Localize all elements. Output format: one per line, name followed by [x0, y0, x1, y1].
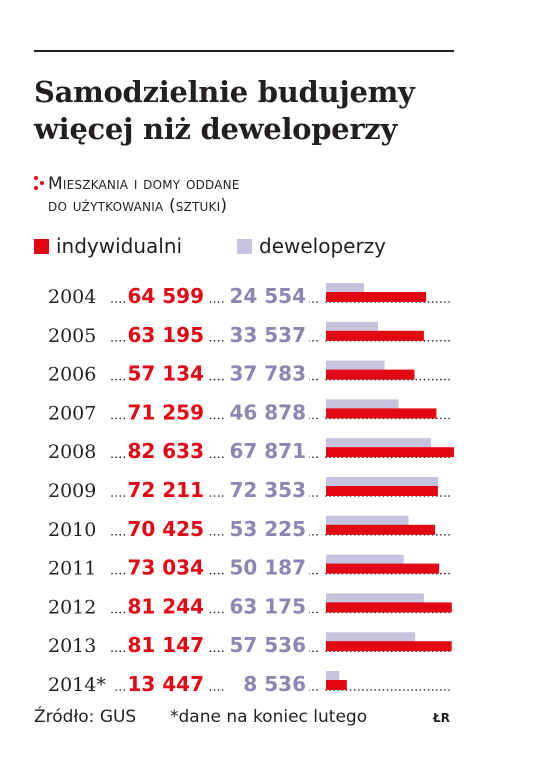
value-indywidualni-2007: 71 259 [127, 400, 204, 424]
value-indywidualni-2008: 82 633 [127, 439, 204, 463]
value-indywidualni-2010: 70 425 [127, 517, 204, 541]
red-value-bg-2009 [127, 476, 207, 502]
value-deweloperzy-2008: 67 871 [229, 439, 306, 463]
year-label-2009: 2009 [48, 480, 96, 502]
year-bg-2004 [44, 282, 106, 308]
bar-indywidualni-2012 [326, 602, 452, 613]
year-bg-2011 [44, 553, 106, 580]
dev-value-bg-2006 [225, 359, 309, 386]
top-rule [34, 50, 454, 52]
dots-icon [34, 176, 46, 192]
red-value-bg-2014 [127, 670, 207, 696]
dev-value-bg-2013 [225, 631, 309, 658]
value-deweloperzy-2012: 63 175 [229, 594, 306, 618]
year-label-2010: 2010 [48, 519, 96, 541]
bar-indywidualni-2006 [326, 369, 415, 380]
dev-value-bg-2011 [225, 553, 309, 580]
value-deweloperzy-2013: 57 536 [229, 633, 306, 657]
value-deweloperzy-2009: 72 353 [229, 478, 306, 502]
year-bg-2010 [44, 514, 106, 541]
chart-subtitle-line-1: Mieszkania i domy oddane [48, 174, 240, 194]
value-deweloperzy-2014: 8 536 [243, 672, 306, 696]
year-bg-2007 [44, 398, 106, 425]
red-value-bg-2004 [127, 282, 207, 308]
legend-swatch-indywidualni [34, 239, 49, 254]
dev-value-bg-2004 [225, 282, 309, 308]
value-deweloperzy-2011: 50 187 [229, 556, 306, 580]
red-value-bg-2013 [127, 631, 207, 658]
year-bg-2013 [44, 631, 106, 658]
year-label-2012: 2012 [48, 596, 96, 618]
year-label-2011: 2011 [48, 558, 96, 580]
chart-subtitle: Mieszkania i domy oddane do użytkowania … [48, 173, 378, 217]
chart-title-line-2: więcej niż deweloperzy [34, 112, 398, 146]
red-value-bg-2007 [127, 398, 207, 425]
value-indywidualni-2013: 81 147 [127, 633, 204, 657]
value-deweloperzy-2006: 37 783 [229, 362, 306, 386]
dev-value-bg-2005 [225, 320, 309, 347]
year-label-2007: 2007 [48, 402, 96, 424]
chart-subtitle-line-2: do użytkowania (sztuki) [48, 196, 228, 216]
value-indywidualni-2004: 64 599 [127, 284, 204, 308]
value-indywidualni-2011: 73 034 [127, 556, 204, 580]
year-bg-2009 [44, 476, 106, 502]
value-deweloperzy-2010: 53 225 [229, 517, 306, 541]
year-bg-2005 [44, 320, 106, 347]
year-label-2008: 2008 [48, 441, 96, 463]
year-bg-2006 [44, 359, 106, 386]
legend-label-indywidualni: indywidualni [56, 234, 183, 258]
year-bg-2012 [44, 592, 106, 619]
value-indywidualni-2014: 13 447 [127, 672, 204, 696]
bar-indywidualni-2010 [326, 524, 436, 535]
year-label-2006: 2006 [48, 364, 96, 386]
red-value-bg-2010 [127, 514, 207, 541]
red-value-bg-2006 [127, 359, 207, 386]
year-label-2004: 2004 [48, 286, 96, 308]
value-indywidualni-2006: 57 134 [127, 362, 204, 386]
value-indywidualni-2009: 72 211 [127, 478, 204, 502]
red-value-bg-2012 [127, 592, 207, 619]
year-label-2005: 2005 [48, 325, 96, 347]
author-initials: ŁR [433, 711, 450, 725]
red-value-bg-2005 [127, 320, 207, 347]
dev-value-bg-2007 [225, 398, 309, 425]
dev-value-bg-2009 [225, 476, 309, 502]
bar-indywidualni-2004 [326, 292, 427, 302]
red-value-bg-2008 [127, 437, 207, 464]
dev-value-bg-2014 [225, 670, 309, 696]
dev-value-bg-2008 [225, 437, 309, 464]
value-deweloperzy-2007: 46 878 [229, 400, 306, 424]
value-deweloperzy-2005: 33 537 [229, 323, 306, 347]
source-note: Źródło: GUS [34, 707, 137, 727]
value-deweloperzy-2004: 24 554 [229, 284, 306, 308]
bar-indywidualni-2014 [326, 680, 347, 690]
bar-indywidualni-2005 [326, 330, 424, 341]
value-indywidualni-2005: 63 195 [127, 323, 204, 347]
dev-value-bg-2012 [225, 592, 309, 619]
bar-indywidualni-2007 [326, 408, 437, 419]
bar-indywidualni-2008 [326, 447, 454, 458]
chart-title-line-1: Samodzielnie budujemy [34, 75, 415, 109]
bar-indywidualni-2009 [326, 486, 438, 496]
dev-value-bg-2010 [225, 514, 309, 541]
bar-indywidualni-2013 [326, 641, 452, 652]
red-value-bg-2011 [127, 553, 207, 580]
bar-indywidualni-2011 [326, 563, 440, 574]
legend-label-deweloperzy: deweloperzy [259, 234, 387, 258]
year-label-2014: 2014* [48, 674, 106, 696]
chart-title: Samodzielnie budujemy więcej niż dewelop… [34, 74, 504, 148]
legend-swatch-deweloperzy [237, 239, 252, 254]
year-bg-2008 [44, 437, 106, 464]
year-label-2013: 2013 [48, 635, 96, 657]
year-bg-2014 [44, 670, 114, 696]
value-indywidualni-2012: 81 244 [127, 594, 204, 618]
footnote: *dane na koniec lutego [170, 707, 368, 727]
